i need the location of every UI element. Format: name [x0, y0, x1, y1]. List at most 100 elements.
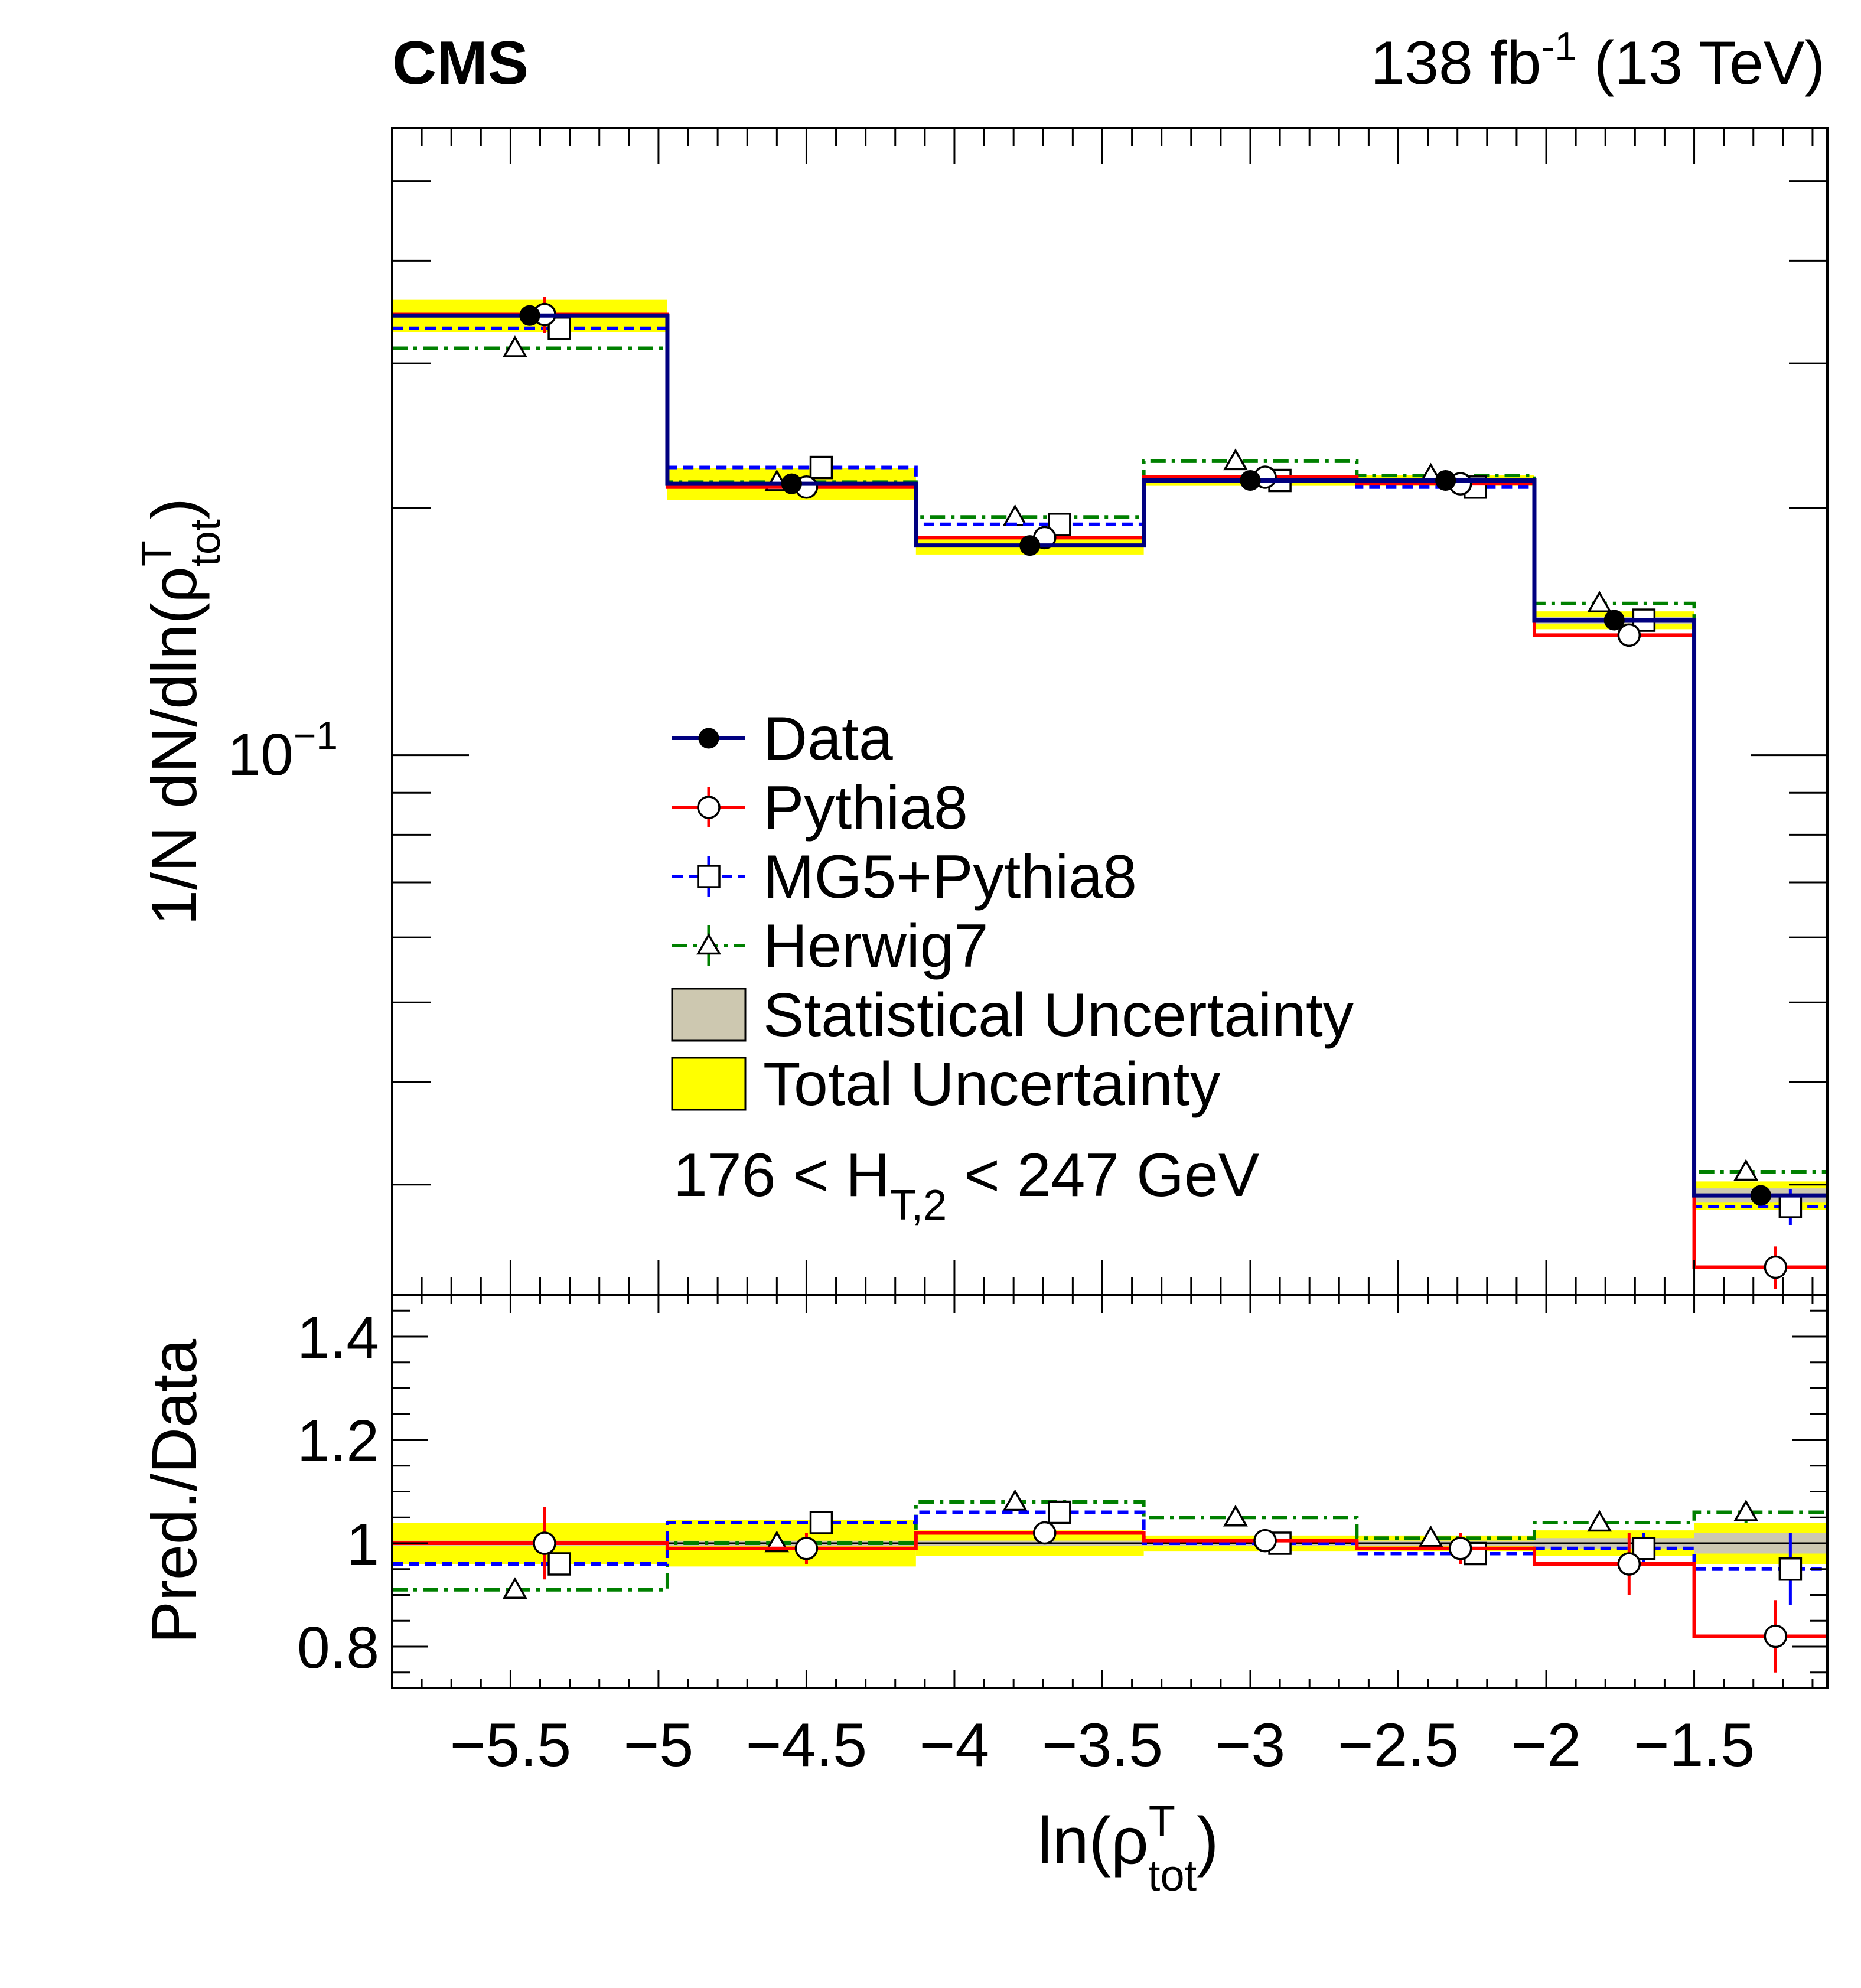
- axis-ticks: [391, 128, 1827, 1688]
- legend-entry-herwig7: Herwig7: [672, 912, 988, 980]
- xlabel-sup: T: [1149, 1797, 1175, 1846]
- ratio-point: [1587, 1510, 1612, 1532]
- ratio-point: [502, 1577, 527, 1599]
- data-point: [809, 455, 833, 480]
- data-point: [1019, 535, 1041, 556]
- ratio-point: [1448, 1537, 1472, 1560]
- energy-label: (13 TeV): [1594, 29, 1825, 97]
- top-ylabel-main: 1/N dN/dln(ρ: [138, 566, 210, 925]
- selection-label: 176 < HT,2 < 247 GeV: [673, 1141, 1259, 1229]
- experiment-label: CMS: [392, 29, 529, 97]
- data-point: [502, 335, 527, 357]
- legend-marker: [697, 865, 721, 888]
- legend-label: MG5+Pythia8: [763, 843, 1137, 911]
- legend-swatch: [671, 988, 747, 1042]
- top-y-axis-title: 1/N dN/dln(ρTtot): [133, 498, 229, 925]
- ratio-ytick-labels: 0.8 1 1.2 1.4: [297, 1305, 379, 1681]
- xtick-labels: −5.5 −5 −4.5 −4 −3.5 −3 −2.5 −2 −1.5: [450, 1711, 1755, 1780]
- top-ytick-mantissa: 10: [228, 722, 294, 788]
- ratio-point: [1048, 1500, 1071, 1524]
- data-point: [781, 473, 802, 494]
- x-tick-label: −1.5: [1634, 1711, 1755, 1780]
- ratio-point: [547, 1552, 571, 1576]
- selection-prefix: 176 < H: [673, 1141, 890, 1210]
- x-tick-label: −2: [1511, 1711, 1582, 1780]
- data-point: [1750, 1185, 1771, 1206]
- legend-marker: [697, 796, 721, 819]
- series-herwig7: [392, 335, 1827, 1181]
- ratio-ytick-label: 1.2: [297, 1408, 379, 1474]
- xlabel-main: ln(ρ: [1038, 1804, 1149, 1878]
- legend-label: Herwig7: [763, 912, 988, 980]
- ratio-line-pythia8: [392, 1531, 1827, 1638]
- data-point: [1223, 448, 1248, 471]
- data-point: [1240, 470, 1261, 491]
- x-tick-label: −5.5: [450, 1711, 571, 1780]
- legend-entry-total-uncertainty: Total Uncertainty: [671, 1050, 1221, 1119]
- ratio-point: [1033, 1521, 1057, 1545]
- x-tick-label: −3: [1215, 1711, 1286, 1780]
- ratio-ytick-label: 1: [346, 1511, 379, 1578]
- ratio-point: [1223, 1504, 1248, 1527]
- ratio-panel-frame: [391, 1294, 1829, 1689]
- top-ylabel-close: ): [138, 498, 210, 519]
- ratio-point: [1617, 1552, 1641, 1576]
- luminosity-label: 138 fb-1 (13 TeV): [1370, 24, 1825, 97]
- legend-label: Pythia8: [763, 774, 968, 842]
- data-point: [1587, 591, 1612, 613]
- xlabel-close: ): [1197, 1804, 1218, 1878]
- legend-entry-mg5-pythia8: MG5+Pythia8: [672, 843, 1137, 911]
- legend-entry-statistical-uncertainty: Statistical Uncertainty: [671, 981, 1354, 1050]
- ratio-series-group: [392, 1489, 1827, 1673]
- selection-subscript: T,2: [890, 1182, 947, 1229]
- data-point: [1603, 610, 1625, 631]
- x-tick-label: −4: [920, 1711, 990, 1780]
- ratio-series-pythia8: [392, 1507, 1827, 1673]
- ratio-point: [1764, 1624, 1788, 1648]
- x-tick-label: −4.5: [746, 1711, 867, 1780]
- ratio-point: [1253, 1529, 1277, 1553]
- legend-label: Total Uncertainty: [763, 1050, 1221, 1119]
- series-line-data: [392, 313, 1827, 1198]
- legend-entry-pythia8: Pythia8: [672, 774, 968, 842]
- data-point: [1778, 1195, 1803, 1218]
- luminosity-exponent: -1: [1541, 24, 1576, 69]
- ratio-line-herwig7: [392, 1500, 1827, 1592]
- data-point: [1764, 1255, 1788, 1279]
- selection-suffix: < 247 GeV: [947, 1141, 1259, 1210]
- data-point: [1733, 1159, 1759, 1181]
- legend-label: Data: [763, 705, 893, 773]
- ratio-point: [1002, 1489, 1028, 1511]
- top-ytick-label: 10−1: [228, 713, 338, 788]
- ratio-ytick-label: 1.4: [297, 1305, 379, 1371]
- top-ylabel-sub: tot: [182, 519, 229, 566]
- xlabel-sub: tot: [1148, 1851, 1197, 1900]
- x-tick-label: −2.5: [1338, 1711, 1459, 1780]
- ratio-point: [794, 1537, 819, 1560]
- luminosity-space: [1577, 29, 1594, 97]
- ratio-point: [1733, 1499, 1759, 1521]
- ratio-point: [809, 1511, 833, 1534]
- ratio-point: [1418, 1525, 1443, 1547]
- data-point: [1617, 623, 1641, 647]
- ratio-y-axis-title: Pred./Data: [138, 1338, 210, 1644]
- x-tick-label: −3.5: [1042, 1711, 1163, 1780]
- data-point: [519, 305, 540, 326]
- luminosity-value: 138 fb: [1370, 29, 1541, 97]
- ratio-ytick-label: 0.8: [297, 1615, 379, 1681]
- data-point: [1435, 470, 1456, 491]
- ratio-point: [533, 1531, 556, 1555]
- x-tick-label: −5: [624, 1711, 694, 1780]
- series-line-herwig7: [392, 346, 1827, 1174]
- legend-label: Statistical Uncertainty: [763, 981, 1354, 1050]
- legend-entry-data: Data: [672, 705, 893, 773]
- top-ytick-exponent: −1: [294, 713, 338, 757]
- ratio-line-mg5-pythia8: [392, 1510, 1827, 1571]
- ratio-point: [1778, 1557, 1803, 1581]
- ratio-point: [764, 1530, 790, 1553]
- legend-marker: [698, 728, 719, 749]
- top-ylabel-sup: T: [133, 540, 181, 566]
- legend-marker: [696, 933, 722, 955]
